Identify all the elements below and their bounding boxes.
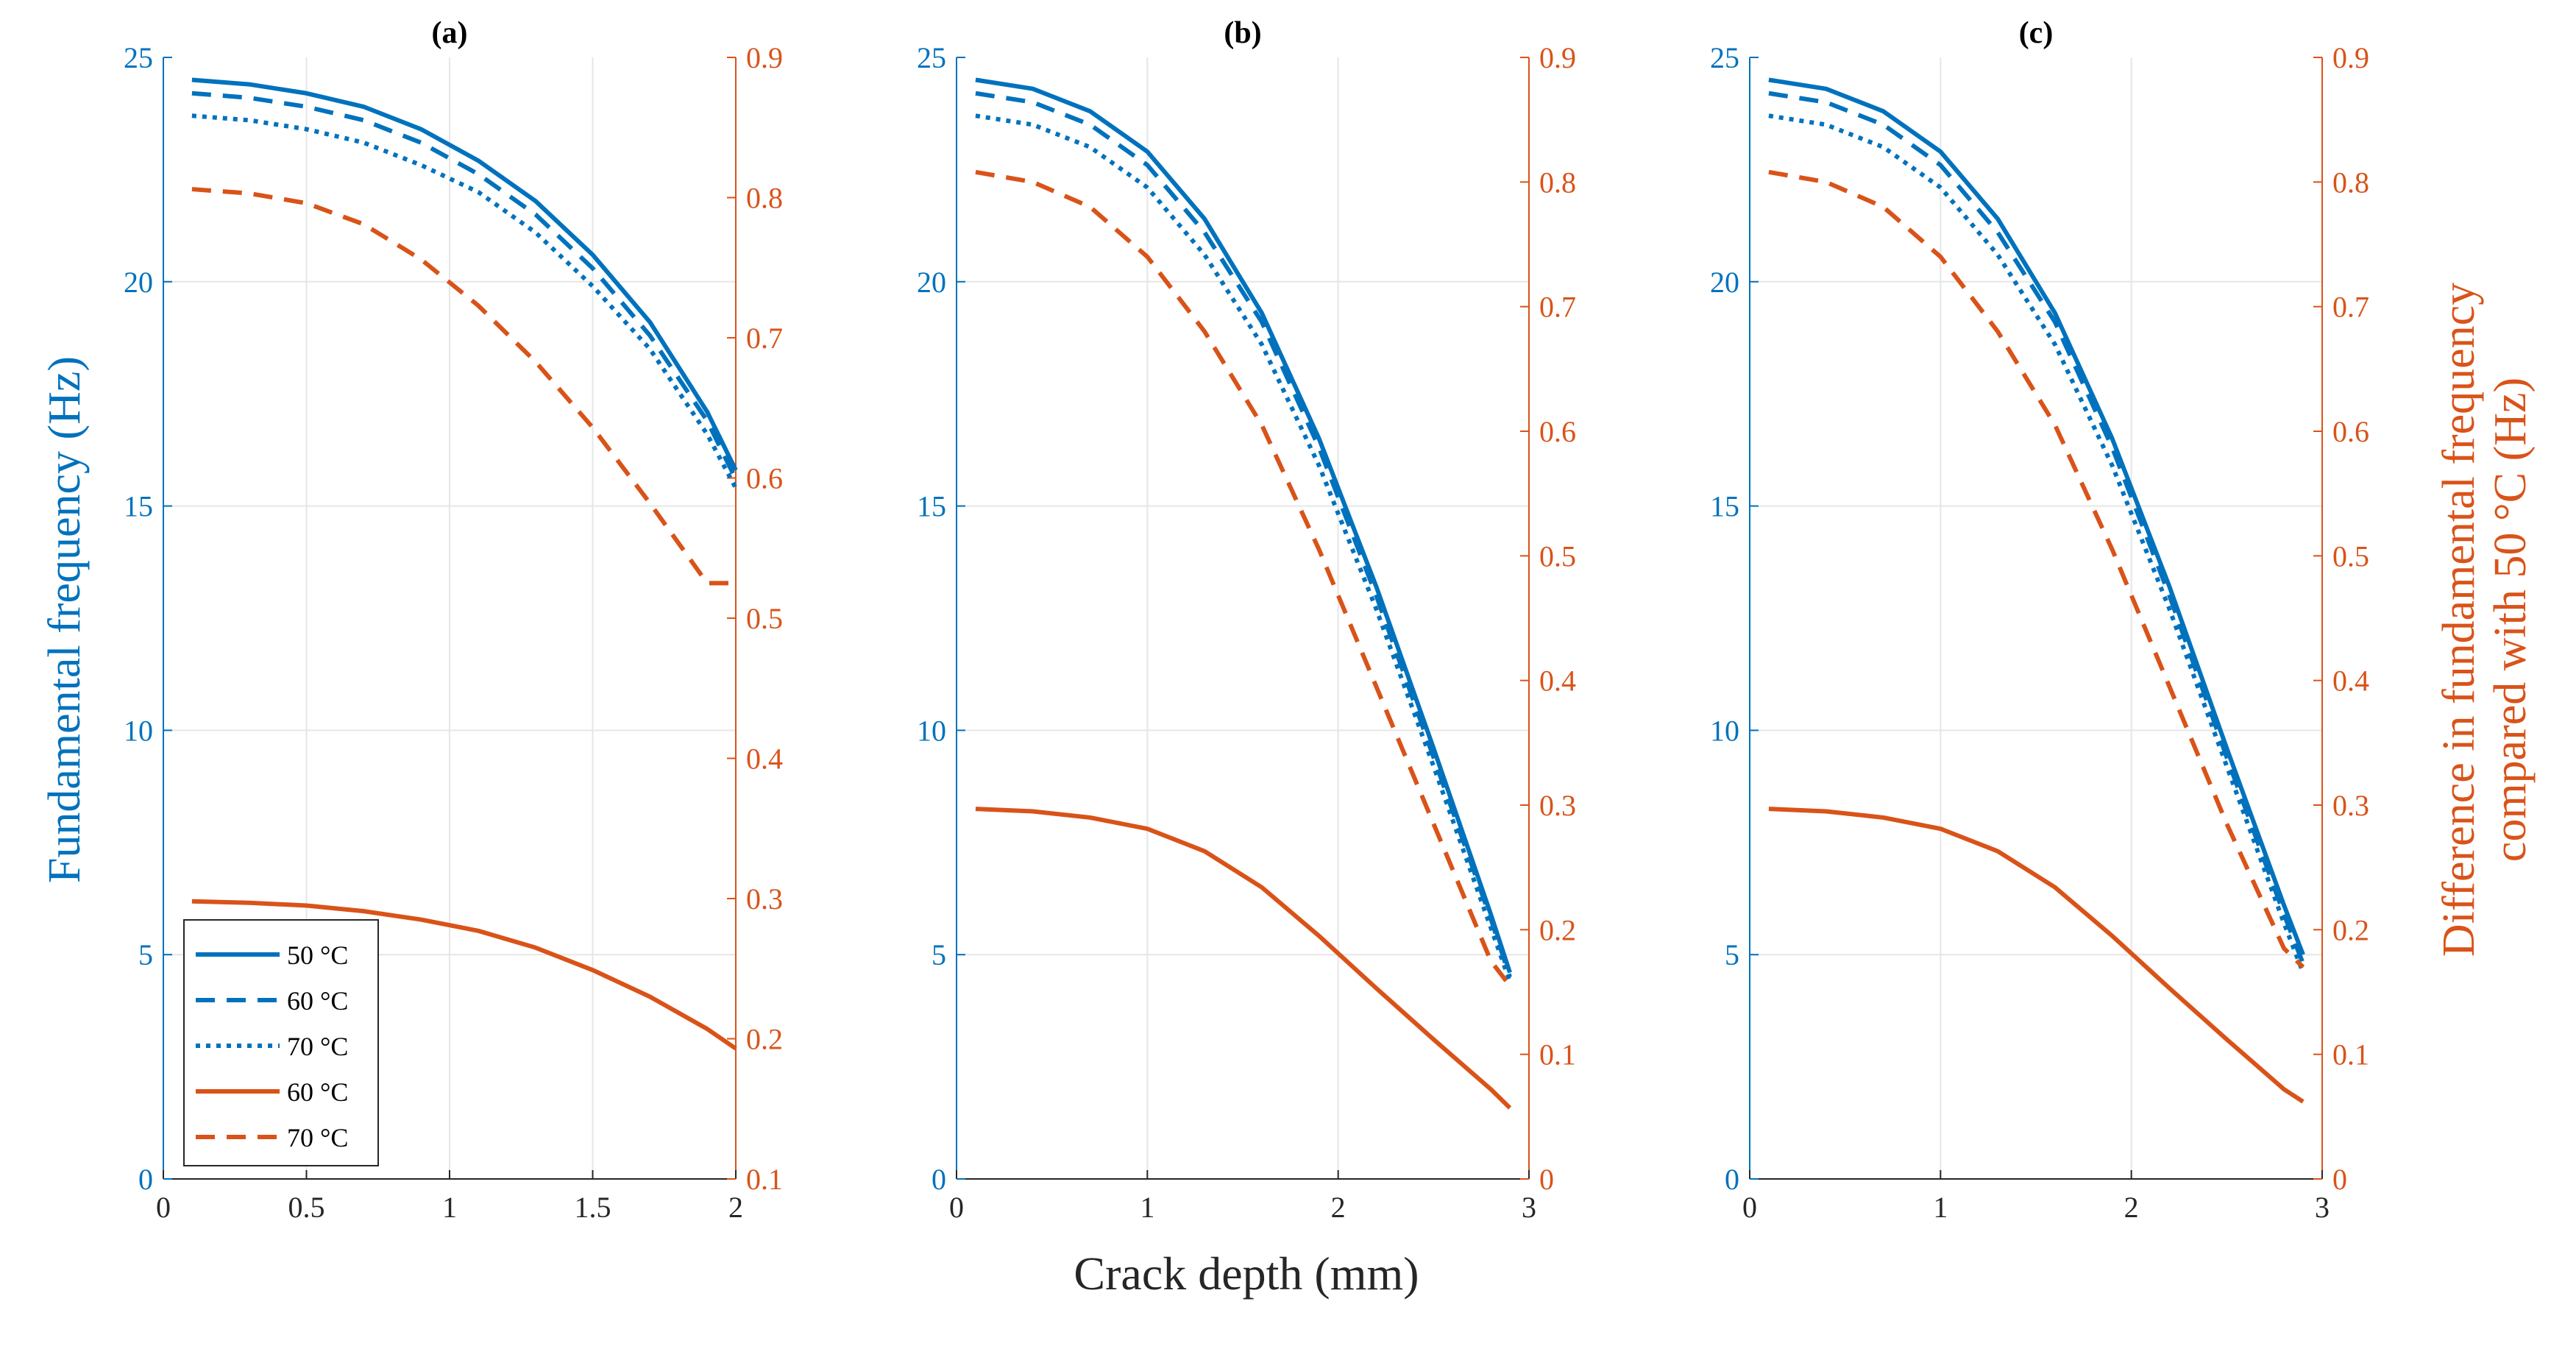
panel-title: (b) [1224,16,1261,50]
series-freq-60c [191,91,738,481]
y-tick-label-right: 0 [1539,1163,1554,1196]
y-tick-label-left: 10 [917,714,946,747]
y-tick-label-left: 0 [1725,1163,1739,1196]
y-tick-label-left: 15 [1710,490,1739,523]
y-tick-label-left: 5 [932,938,946,971]
series-diff-60c [975,807,1512,1110]
y-tick-label-right: 0.5 [2332,539,2369,573]
y-tick-label-right: 0.6 [1539,415,1576,448]
x-tick-label: 1 [442,1191,457,1224]
y-tick-label-left: 0 [138,1163,153,1196]
y-tick-label-right: 0.9 [2332,41,2369,74]
x-axis-label: Crack depth (mm) [1074,1247,1419,1300]
series-diff-70c [975,169,1512,988]
series-freq-60c [1768,91,2305,965]
y-tick-label-left: 20 [1710,266,1739,299]
y-tick-label-left: 0 [932,1163,946,1196]
y-tick-label-right: 0.7 [746,322,783,355]
y-tick-label-left: 5 [138,938,153,971]
legend-label: 60 °C [287,1077,348,1107]
y-tick-label-right: 0.9 [746,41,783,74]
series-freq-70c [1768,113,2305,974]
y-tick-label-left: 25 [124,41,153,74]
y-axis-label-right-line1: Difference in fundamental frequency [2434,283,2484,957]
x-tick-label: 1.5 [575,1191,611,1224]
y-tick-label-right: 0.8 [746,182,783,215]
legend-label: 60 °C [287,986,348,1016]
y-tick-label-right: 0.1 [746,1163,783,1196]
y-tick-label-left: 20 [124,266,153,299]
y-axis-label-right-line2: compared with 50 °C (Hz) [2485,378,2536,862]
y-tick-label-left: 20 [917,266,946,299]
x-tick-label: 2 [728,1191,743,1224]
y-tick-label-right: 0.3 [1539,789,1576,822]
legend-label: 70 °C [287,1032,348,1061]
y-tick-label-right: 0.2 [746,1023,783,1056]
y-tick-label-right: 0.6 [2332,415,2369,448]
y-tick-label-left: 25 [917,41,946,74]
y-axis-label-left: Fundamental frequency (Hz) [40,356,90,883]
y-tick-label-right: 0.5 [746,602,783,635]
legend-label: 50 °C [287,941,348,970]
panel-title: (c) [2019,16,2054,50]
y-tick-label-right: 0 [2332,1163,2347,1196]
y-tick-label-right: 0.1 [2332,1038,2369,1072]
x-tick-label: 0 [949,1191,964,1224]
x-tick-label: 0 [1742,1191,1757,1224]
y-tick-label-left: 25 [1710,41,1739,74]
y-tick-label-right: 0.4 [2332,665,2369,698]
y-tick-label-right: 0.5 [1539,539,1576,573]
y-tick-label-right: 0.6 [746,462,783,495]
y-tick-label-right: 0.3 [2332,789,2369,822]
series-diff-70c [1768,169,2305,969]
x-tick-label: 0.5 [288,1191,325,1224]
y-tick-label-left: 15 [917,490,946,523]
y-tick-label-right: 0.8 [1539,166,1576,199]
series-freq-50c [975,77,1512,974]
y-tick-label-right: 0.4 [746,743,783,776]
x-tick-label: 3 [2315,1191,2330,1224]
series-diff-70c [191,187,736,586]
series-freq-50c [191,77,738,472]
series-freq-60c [975,91,1512,978]
y-tick-label-right: 0.3 [746,882,783,915]
series-freq-70c [191,113,738,489]
series-diff-60c [191,899,737,1051]
y-tick-label-left: 10 [1710,714,1739,747]
y-tick-label-left: 10 [124,714,153,747]
y-tick-label-right: 0.9 [1539,41,1576,74]
x-tick-label: 1 [1933,1191,1948,1224]
legend: 50 °C 60 °C 70 °C 60 °C 70 °C [183,919,379,1166]
y-tick-label-right: 0.7 [2332,291,2369,324]
y-tick-label-right: 0.4 [1539,665,1576,698]
x-tick-label: 3 [1522,1191,1536,1224]
y-tick-label-right: 0.8 [2332,166,2369,199]
y-tick-label-right: 0.1 [1539,1038,1576,1072]
panel-c: 0 1 2 3051015202500.10.20.30.40.50.60.70.80… [1710,16,2369,1224]
panel-title: (a) [432,16,468,50]
legend-box [183,919,379,1166]
y-tick-label-right: 0.7 [1539,291,1576,324]
x-tick-label: 2 [1331,1191,1346,1224]
x-tick-label: 2 [2124,1191,2139,1224]
series-freq-50c [1768,77,2305,956]
x-tick-label: 0 [156,1191,171,1224]
y-tick-label-left: 5 [1725,938,1739,971]
y-tick-label-left: 15 [124,490,153,523]
panel-b: 0 1 2 3051015202500.10.20.30.40.50.60.70.80… [917,16,1576,1224]
series-diff-60c [1768,807,2304,1104]
y-tick-label-right: 0.2 [1539,913,1576,946]
x-tick-label: 1 [1140,1191,1154,1224]
series-freq-70c [975,113,1512,982]
legend-label: 70 °C [287,1123,348,1152]
panel-a: 0 0.5 1 1.5 205101520250.10.20.30.40.50.60.7… [124,16,783,1224]
y-tick-label-right: 0.2 [2332,913,2369,946]
